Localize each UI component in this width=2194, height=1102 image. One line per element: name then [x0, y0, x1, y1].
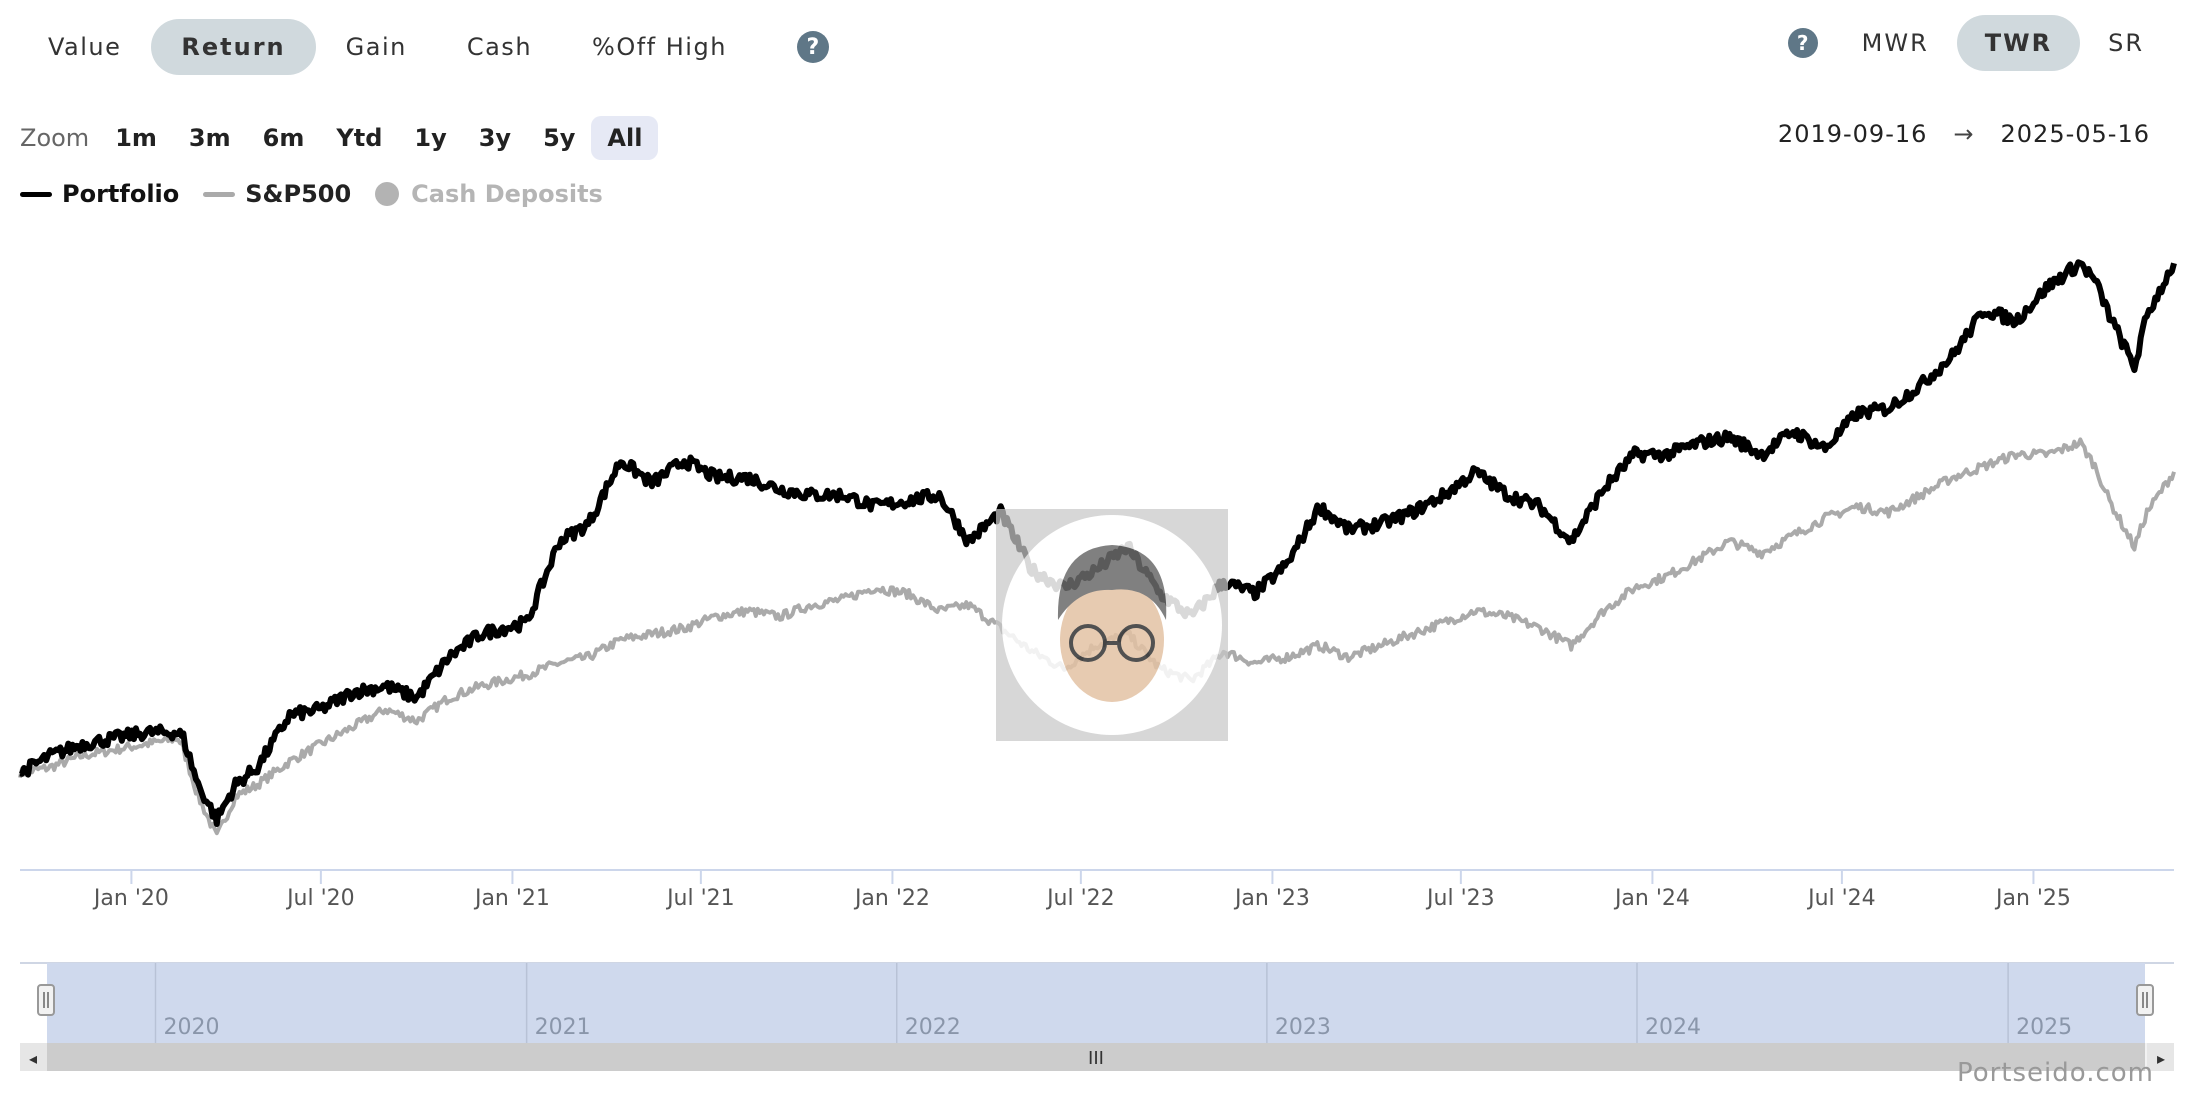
navigator-year-label: 2025 — [2016, 1015, 2072, 1040]
zoom-3m-button[interactable]: 3m — [188, 124, 231, 152]
zoom-3y-button[interactable]: 3y — [478, 124, 512, 152]
range-end-input[interactable]: 2025-05-16 — [2000, 120, 2150, 148]
method-tabs: ? MWR TWR SR — [1787, 14, 2172, 72]
legend-label: Cash Deposits — [411, 180, 603, 208]
x-tick-label: Jul '22 — [1045, 886, 1115, 911]
legend-dot-marker — [375, 182, 400, 206]
scrollbar-thumb[interactable] — [47, 1043, 2145, 1071]
method-help-icon[interactable]: ? — [1787, 28, 1818, 58]
zoom-ytd-button[interactable]: Ytd — [336, 124, 383, 152]
x-tick-label: Jul '21 — [665, 886, 735, 911]
tab-off-high[interactable]: %Off High — [592, 33, 727, 61]
avatar-face — [1060, 578, 1164, 702]
legend-label: Portfolio — [62, 180, 180, 208]
legend-item-sp500[interactable]: S&P500 — [203, 180, 351, 208]
navigator-year-label: 2022 — [905, 1015, 961, 1040]
chart-legend: Portfolio S&P500 Cash Deposits — [20, 180, 627, 208]
x-tick-label: Jul '23 — [1425, 886, 1495, 911]
tab-mwr[interactable]: MWR — [1861, 29, 1929, 57]
navigator-year-label: 2024 — [1645, 1015, 1701, 1040]
metric-tabs: Value Return Gain Cash %Off High ? — [18, 18, 829, 76]
watermark-avatar — [996, 509, 1228, 741]
x-tick-label: Jan '23 — [1233, 886, 1310, 911]
x-tick-label: Jan '22 — [853, 886, 930, 911]
navigator-year-labels: 2020 2021 2022 2023 2024 2025 — [154, 963, 2072, 1043]
scroll-left-button[interactable] — [20, 1043, 47, 1071]
x-tick-label: Jul '24 — [1806, 886, 1876, 911]
tab-twr[interactable]: TWR — [1956, 15, 2081, 71]
x-axis: Jan '20 Jul '20 Jan '21 Jul '21 Jan '22 Jul '… — [20, 869, 2174, 911]
zoom-all-button[interactable]: All — [591, 116, 659, 160]
tab-cash[interactable]: Cash — [466, 33, 533, 61]
tab-value[interactable]: Value — [48, 33, 122, 61]
help-icon[interactable]: ? — [796, 31, 829, 63]
zoom-6m-button[interactable]: 6m — [262, 124, 305, 152]
range-start-input[interactable]: 2019-09-16 — [1777, 120, 1928, 148]
tab-sr[interactable]: SR — [2108, 29, 2144, 57]
scrollbar-grip: III — [1088, 1048, 1104, 1069]
x-tick-label: Jan '20 — [92, 886, 169, 911]
watermark-text: Portseido.com — [1956, 1058, 2154, 1088]
zoom-1m-button[interactable]: 1m — [115, 124, 157, 152]
zoom-label: Zoom — [20, 124, 90, 152]
x-tick-label: Jan '24 — [1613, 886, 1690, 911]
navigator-year-label: 2023 — [1275, 1015, 1331, 1040]
x-tick-label: Jan '25 — [1994, 886, 2071, 911]
legend-label: S&P500 — [245, 180, 352, 208]
navigator-year-label: 2020 — [163, 1015, 219, 1040]
scroll-right-arrow-icon: ▸ — [2157, 1049, 2165, 1068]
navigator-right-handle[interactable] — [2136, 984, 2154, 1016]
tab-return[interactable]: Return — [151, 19, 316, 75]
range-navigator[interactable]: 2020 2021 2022 2023 2024 2025 III ◂ ▸ — [20, 962, 2174, 1071]
navigator-left-handle[interactable] — [37, 984, 55, 1016]
scroll-right-button[interactable] — [2147, 1043, 2174, 1071]
legend-item-portfolio[interactable]: Portfolio — [20, 180, 179, 208]
tab-gain[interactable]: Gain — [345, 33, 407, 61]
legend-line-marker — [20, 191, 52, 197]
zoom-1y-button[interactable]: 1y — [414, 124, 447, 152]
range-arrow-icon: → — [1953, 120, 1975, 148]
legend-line-marker — [203, 191, 236, 197]
x-tick-label: Jul '20 — [285, 886, 355, 911]
date-range: 2019-09-16 → 2025-05-16 — [1778, 120, 2150, 148]
legend-item-cash-deposits[interactable]: Cash Deposits — [375, 180, 603, 208]
x-tick-label: Jan '21 — [473, 886, 550, 911]
zoom-5y-button[interactable]: 5y — [543, 124, 576, 152]
scroll-left-arrow-icon: ◂ — [29, 1049, 37, 1068]
navigator-selection[interactable] — [47, 963, 2145, 1043]
navigator-year-label: 2021 — [535, 1015, 591, 1040]
zoom-selector: Zoom 1m 3m 6m Ytd 1y 3y 5y All — [20, 115, 659, 161]
avatar-hair — [1057, 545, 1167, 620]
